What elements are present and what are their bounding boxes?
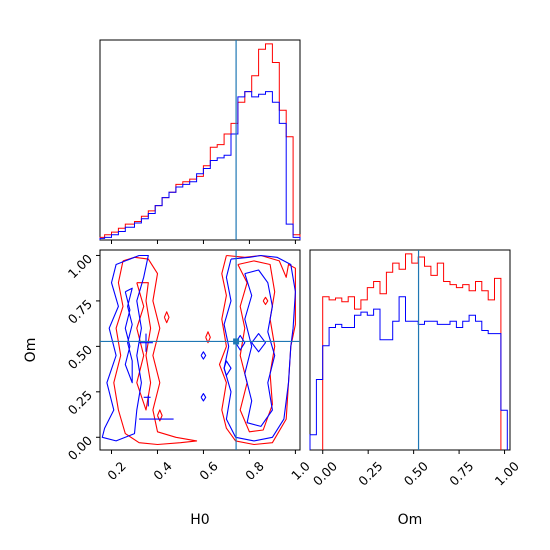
contour-1-4: [235, 334, 246, 351]
truth-marker-joint: [233, 338, 240, 345]
h0-marginal-frame: [99, 39, 301, 241]
h0-histograms: [99, 43, 301, 240]
om-xtick-label-0: 0.00: [310, 458, 340, 488]
contour-0-0: [218, 254, 296, 446]
joint-ytick-label-2: 0.50: [65, 342, 95, 372]
contour-1-7: [200, 393, 207, 402]
contour-0-2: [113, 256, 198, 446]
joint-xtick-label-0: 0.2: [104, 458, 129, 483]
contour-1-8: [223, 360, 232, 377]
x-axis-label-om: Om: [398, 512, 423, 528]
joint-ytick-label-4: 1.00: [65, 251, 95, 281]
contour-0-6: [262, 296, 269, 306]
truth-lines: [100, 40, 420, 450]
joint-ytick-label-0: 0.00: [65, 433, 95, 463]
joint-xtick-label-4: 1.0: [288, 458, 313, 483]
om-histograms: [309, 253, 508, 450]
contour-1-5: [251, 333, 267, 353]
om-xtick-label-3: 0.75: [446, 458, 476, 488]
y-axis-label-om: Om: [23, 338, 39, 363]
contour-1-6: [200, 351, 207, 360]
contour-1-2: [223, 254, 296, 442]
contour-1-0: [101, 254, 149, 442]
contour-1-3: [244, 269, 276, 427]
om-marginal-frame: [309, 249, 511, 451]
h0-hist-series-1: [99, 91, 301, 240]
contour-0-1: [237, 260, 276, 433]
contour-1-1: [124, 287, 133, 384]
om-hist-series-0: [322, 253, 502, 450]
om-xtick-label-1: 0.25: [355, 458, 385, 488]
om-hist-series-1: [309, 296, 508, 450]
joint-ytick-label-1: 0.25: [65, 387, 95, 417]
x-axis-label-h0: H0: [190, 512, 209, 528]
joint-xtick-label-2: 0.6: [196, 458, 221, 483]
joint-ytick-label-3: 0.75: [65, 296, 95, 326]
contour-0-4: [163, 311, 170, 324]
joint-contours: [101, 254, 296, 446]
joint-panel-frame: [99, 249, 301, 451]
joint-xtick-label-3: 0.8: [242, 458, 267, 483]
om-xtick-label-4: 1.00: [492, 458, 522, 488]
joint-xtick-label-1: 0.4: [150, 458, 175, 483]
h0-hist-series-0: [99, 43, 301, 240]
joint-contour-group: [101, 254, 296, 446]
om-xtick-label-2: 0.50: [401, 458, 431, 488]
